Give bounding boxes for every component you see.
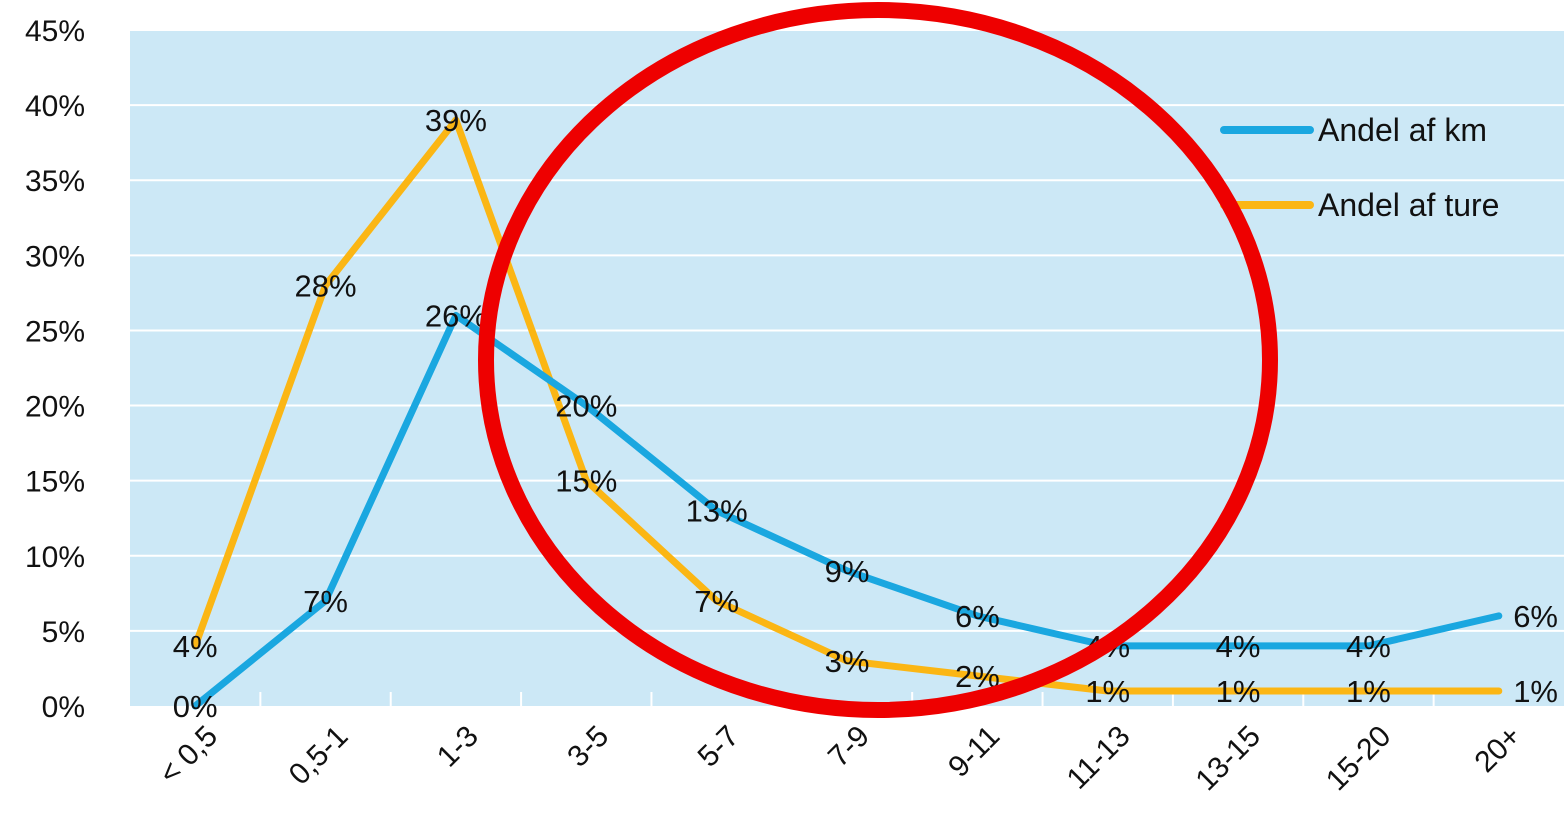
data-label: 15% — [555, 464, 617, 499]
data-label: 6% — [1513, 599, 1558, 634]
data-label: 6% — [955, 599, 1000, 634]
y-tick-label: 15% — [25, 466, 85, 499]
data-label: 28% — [295, 268, 357, 303]
x-tick-label: 11-13 — [1061, 720, 1137, 796]
data-label: 26% — [425, 298, 487, 333]
data-label: 4% — [1216, 629, 1261, 664]
legend-label: Andel af ture — [1318, 187, 1499, 223]
x-tick-label: 3-5 — [561, 720, 615, 774]
y-tick-label: 30% — [25, 240, 85, 273]
x-tick-label: 20+ — [1468, 720, 1527, 779]
data-label: 4% — [1346, 629, 1391, 664]
x-tick-label: < 0,5 — [153, 720, 224, 791]
x-tick-label: 1-3 — [431, 720, 485, 774]
series-line — [191, 116, 1503, 695]
legend-label: Andel af km — [1318, 112, 1487, 148]
gridlines — [130, 29, 1564, 632]
x-axis: < 0,5 0,5-1 1-3 3-5 5-7 7-9 9-11 11-13 13-15 15-2… — [153, 720, 1528, 798]
data-label: 20% — [555, 389, 617, 424]
data-label: 7% — [303, 584, 348, 619]
data-labels: 0%7%26%20%13%9%6%4% 4% 4%6%4%28%39%15%7%3%… — [173, 103, 1558, 724]
data-label: 1% — [1216, 674, 1261, 709]
data-label: 1% — [1346, 674, 1391, 709]
highlight-circle-annotation — [478, 2, 1278, 718]
data-label: 1% — [1085, 674, 1130, 709]
y-tick-label: 40% — [25, 90, 85, 123]
y-tick-label: 20% — [25, 391, 85, 424]
data-label: 4% — [173, 629, 218, 664]
data-label: 0% — [173, 689, 218, 724]
y-tick-label: 45% — [25, 15, 85, 48]
y-tick-label: 10% — [25, 541, 85, 574]
y-axis: 0% 5% 10% 15% 20% 25% 30% 35% 40% 45% — [25, 15, 85, 724]
y-tick-label: 35% — [25, 165, 85, 198]
x-tick-label: 7-9 — [822, 720, 876, 774]
data-label: 13% — [686, 494, 748, 529]
data-label: 9% — [825, 554, 870, 589]
y-tick-label: 5% — [42, 616, 85, 649]
x-tick-label: 5-7 — [692, 720, 746, 774]
series-lines — [191, 116, 1503, 710]
x-tick-label: 0,5-1 — [283, 720, 355, 792]
x-tick-label: 15-20 — [1320, 720, 1398, 798]
data-label: 1% — [1513, 674, 1558, 709]
data-label: 3% — [825, 644, 870, 679]
x-tick-label: 9-11 — [942, 720, 1006, 784]
legend: Andel af km Andel af ture — [1220, 112, 1499, 223]
series-line — [191, 311, 1503, 710]
y-tick-label: 25% — [25, 315, 85, 348]
y-tick-label: 0% — [42, 691, 85, 724]
plot-area — [130, 30, 1564, 706]
data-label: 39% — [425, 103, 487, 138]
x-tick-label: 13-15 — [1189, 720, 1267, 798]
data-label: 7% — [694, 584, 739, 619]
